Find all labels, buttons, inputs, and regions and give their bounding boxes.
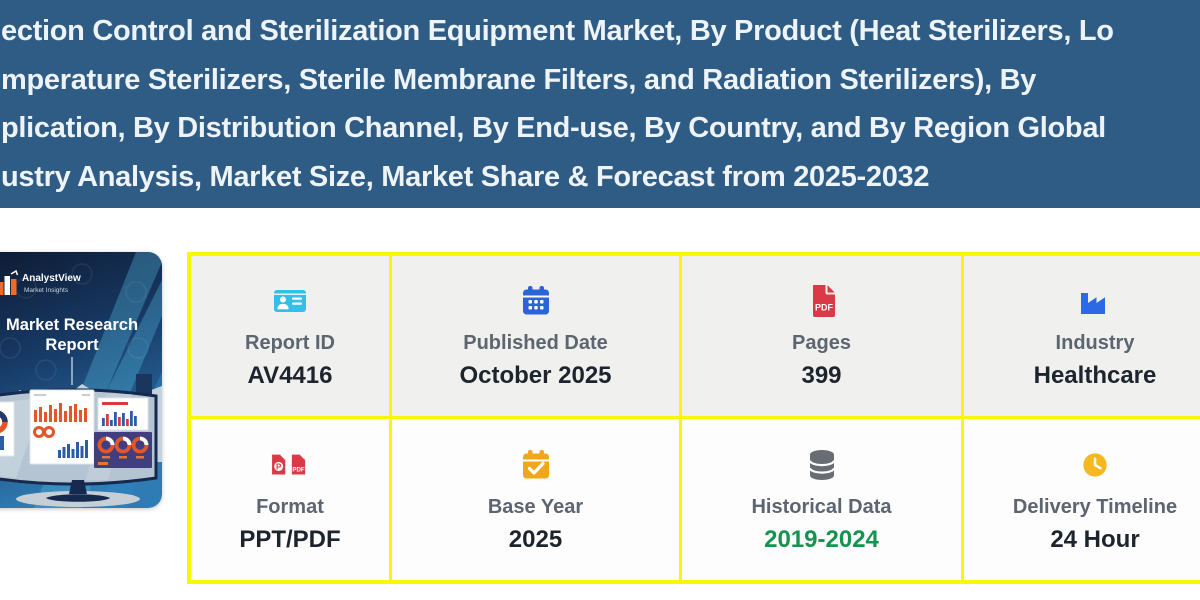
info-card-value: PPT/PDF bbox=[239, 525, 341, 553]
svg-text:PDF: PDF bbox=[292, 466, 305, 473]
database-icon bbox=[804, 446, 840, 484]
info-card-report-id: Report ID AV4416 bbox=[191, 256, 389, 416]
svg-text:P: P bbox=[276, 462, 282, 471]
info-card-industry: Industry Healthcare bbox=[964, 256, 1200, 416]
info-card-value: 2025 bbox=[508, 525, 563, 553]
info-card-format: P PDF Format PPT/PDF bbox=[191, 419, 389, 580]
report-title-line-4: ustry Analysis, Market Size, Market Shar… bbox=[1, 160, 930, 193]
calendar-check-icon bbox=[518, 446, 554, 484]
clock-icon bbox=[1080, 446, 1110, 484]
info-card-label: Historical Data bbox=[751, 495, 892, 518]
info-card-historical-data: Historical Data 2019-2024 bbox=[682, 419, 961, 580]
cover-title-line1: Market Research bbox=[6, 316, 138, 334]
info-card-value: 24 Hour bbox=[1050, 525, 1140, 553]
brand-name: AnalystView bbox=[22, 273, 81, 284]
report-title-line-2: mperature Sterilizers, Sterile Membrane … bbox=[1, 63, 1037, 96]
report-cover-image: AnalystView Market Insights Market Resea… bbox=[0, 252, 162, 508]
info-card-value: October 2025 bbox=[459, 362, 612, 389]
info-card-label: Published Date bbox=[463, 332, 608, 354]
info-card-base-year: Base Year 2025 bbox=[392, 419, 679, 580]
id-card-icon bbox=[272, 282, 308, 320]
info-card-value: AV4416 bbox=[247, 362, 333, 389]
brand-logo: AnalystView Market Insights bbox=[0, 269, 81, 295]
info-card-label: Report ID bbox=[245, 332, 335, 354]
info-card-delivery-timeline: Delivery Timeline 24 Hour bbox=[964, 419, 1200, 580]
brand-tagline: Market Insights bbox=[24, 287, 69, 294]
report-title-banner: ection Control and Sterilization Equipme… bbox=[0, 0, 1200, 208]
calendar-icon bbox=[518, 282, 554, 320]
svg-text:PDF: PDF bbox=[815, 303, 834, 313]
factory-icon bbox=[1077, 282, 1113, 320]
info-card-label: Pages bbox=[792, 332, 851, 354]
cover-title-line2: Report bbox=[45, 336, 99, 354]
info-card-label: Format bbox=[256, 495, 324, 518]
report-title-line-3: plication, By Distribution Channel, By E… bbox=[1, 112, 1106, 144]
info-card-value: 2019-2024 bbox=[764, 525, 879, 553]
info-card-pages: PDF Pages 399 bbox=[682, 256, 961, 416]
ppt-pdf-files-icon: P PDF bbox=[269, 446, 311, 484]
info-card-label: Base Year bbox=[487, 495, 584, 518]
info-card-published-date: Published Date October 2025 bbox=[392, 256, 679, 416]
info-card-label: Industry bbox=[1055, 332, 1135, 354]
report-title-line-1: ection Control and Sterilization Equipme… bbox=[1, 15, 1114, 47]
info-card-value: 399 bbox=[801, 362, 842, 389]
info-card-value: Healthcare bbox=[1033, 362, 1157, 389]
chart-cards-illustration bbox=[0, 389, 152, 468]
pdf-file-icon: PDF bbox=[804, 282, 840, 320]
info-card-label: Delivery Timeline bbox=[1012, 495, 1178, 518]
report-info-grid: Report ID AV4416 Published Date October … bbox=[187, 252, 1200, 584]
